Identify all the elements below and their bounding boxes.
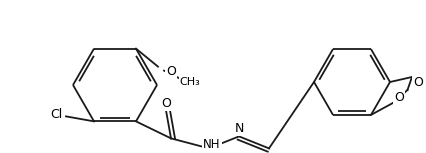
Text: O: O bbox=[166, 65, 176, 78]
Text: NH: NH bbox=[203, 138, 220, 151]
Text: O: O bbox=[393, 91, 403, 104]
Text: O: O bbox=[161, 97, 170, 110]
Text: O: O bbox=[412, 75, 422, 88]
Text: N: N bbox=[234, 122, 243, 135]
Text: Cl: Cl bbox=[50, 108, 62, 121]
Text: CH₃: CH₃ bbox=[179, 77, 200, 87]
